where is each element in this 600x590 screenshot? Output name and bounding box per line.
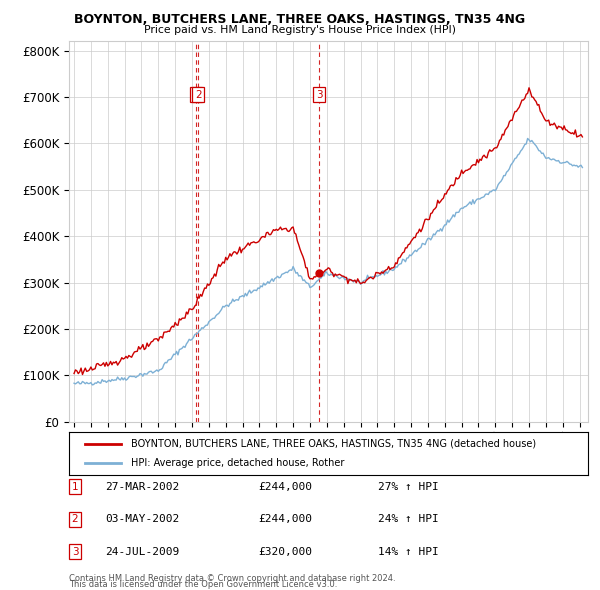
Text: 03-MAY-2002: 03-MAY-2002 — [105, 514, 179, 524]
Text: £244,000: £244,000 — [258, 482, 312, 491]
Text: £320,000: £320,000 — [258, 547, 312, 556]
Text: 2: 2 — [195, 90, 202, 100]
Text: 24% ↑ HPI: 24% ↑ HPI — [378, 514, 439, 524]
Text: 27-MAR-2002: 27-MAR-2002 — [105, 482, 179, 491]
Text: 1: 1 — [193, 90, 199, 100]
Text: £244,000: £244,000 — [258, 514, 312, 524]
Text: Contains HM Land Registry data © Crown copyright and database right 2024.: Contains HM Land Registry data © Crown c… — [69, 574, 395, 583]
Text: HPI: Average price, detached house, Rother: HPI: Average price, detached house, Roth… — [131, 458, 344, 468]
Text: This data is licensed under the Open Government Licence v3.0.: This data is licensed under the Open Gov… — [69, 580, 337, 589]
Text: 24-JUL-2009: 24-JUL-2009 — [105, 547, 179, 556]
Text: 27% ↑ HPI: 27% ↑ HPI — [378, 482, 439, 491]
Text: 2: 2 — [71, 514, 79, 524]
Text: 14% ↑ HPI: 14% ↑ HPI — [378, 547, 439, 556]
Text: 3: 3 — [316, 90, 323, 100]
Text: BOYNTON, BUTCHERS LANE, THREE OAKS, HASTINGS, TN35 4NG (detached house): BOYNTON, BUTCHERS LANE, THREE OAKS, HAST… — [131, 439, 536, 449]
Text: BOYNTON, BUTCHERS LANE, THREE OAKS, HASTINGS, TN35 4NG: BOYNTON, BUTCHERS LANE, THREE OAKS, HAST… — [74, 13, 526, 26]
Text: 1: 1 — [71, 482, 79, 491]
Text: Price paid vs. HM Land Registry's House Price Index (HPI): Price paid vs. HM Land Registry's House … — [144, 25, 456, 35]
Text: 3: 3 — [71, 547, 79, 556]
